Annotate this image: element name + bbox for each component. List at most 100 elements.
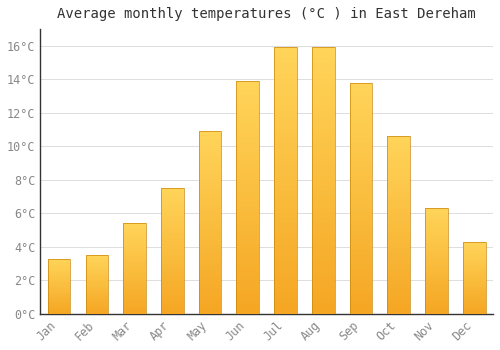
Bar xyxy=(274,261,297,266)
Bar xyxy=(463,292,485,294)
Bar xyxy=(48,271,70,272)
Bar xyxy=(350,87,372,92)
Bar xyxy=(199,223,222,226)
Bar xyxy=(124,236,146,238)
Bar xyxy=(236,193,259,197)
Bar xyxy=(274,106,297,111)
Bar xyxy=(86,265,108,266)
Bar xyxy=(274,266,297,271)
Bar xyxy=(199,193,222,197)
Bar xyxy=(48,273,70,274)
Bar xyxy=(124,299,146,301)
Bar xyxy=(274,282,297,287)
Bar xyxy=(350,115,372,120)
Bar xyxy=(86,298,108,299)
Bar xyxy=(161,226,184,229)
Bar xyxy=(274,96,297,101)
Bar xyxy=(199,182,222,186)
Bar xyxy=(463,245,485,246)
Bar xyxy=(388,286,410,289)
Bar xyxy=(350,138,372,143)
Bar xyxy=(199,153,222,157)
Bar xyxy=(48,287,70,288)
Bar xyxy=(425,312,448,314)
Bar xyxy=(199,197,222,201)
Bar xyxy=(274,255,297,261)
Bar xyxy=(48,308,70,309)
Bar xyxy=(161,193,184,196)
Bar xyxy=(425,215,448,217)
Bar xyxy=(86,301,108,302)
Bar xyxy=(48,305,70,306)
Bar xyxy=(161,306,184,309)
Bar xyxy=(388,225,410,229)
Bar xyxy=(236,165,259,169)
Bar xyxy=(199,208,222,212)
Bar xyxy=(199,274,222,277)
Bar xyxy=(312,48,334,314)
Bar xyxy=(236,132,259,137)
Bar xyxy=(124,238,146,240)
Bar xyxy=(274,293,297,298)
Bar xyxy=(425,310,448,312)
Bar xyxy=(236,202,259,207)
Bar xyxy=(199,172,222,175)
Bar xyxy=(199,259,222,263)
Bar xyxy=(48,301,70,302)
Bar xyxy=(236,272,259,276)
Bar xyxy=(425,238,448,240)
Bar xyxy=(350,272,372,277)
Bar xyxy=(161,214,184,216)
Bar xyxy=(236,253,259,258)
Bar xyxy=(425,261,448,263)
Bar xyxy=(86,258,108,259)
Bar xyxy=(425,228,448,230)
Bar xyxy=(199,179,222,182)
Bar xyxy=(312,239,334,245)
Bar xyxy=(274,48,297,53)
Bar xyxy=(199,292,222,296)
Bar xyxy=(312,63,334,69)
Bar xyxy=(388,147,410,150)
Bar xyxy=(425,234,448,236)
Bar xyxy=(425,303,448,306)
Bar xyxy=(48,261,70,262)
Bar xyxy=(350,198,372,203)
Bar xyxy=(86,271,108,272)
Bar xyxy=(86,279,108,280)
Bar xyxy=(274,85,297,90)
Bar xyxy=(425,293,448,295)
Bar xyxy=(312,122,334,127)
Bar xyxy=(425,299,448,301)
Bar xyxy=(350,101,372,106)
Bar xyxy=(274,159,297,165)
Bar xyxy=(312,255,334,261)
Bar xyxy=(350,277,372,281)
Bar xyxy=(86,295,108,296)
Bar xyxy=(124,261,146,263)
Bar xyxy=(425,278,448,280)
Bar xyxy=(274,181,297,186)
Bar xyxy=(463,246,485,247)
Bar xyxy=(274,207,297,213)
Bar xyxy=(425,240,448,242)
Bar xyxy=(425,263,448,265)
Bar xyxy=(350,304,372,309)
Bar xyxy=(312,303,334,309)
Bar xyxy=(425,242,448,244)
Bar xyxy=(350,249,372,254)
Bar xyxy=(86,293,108,294)
Bar xyxy=(161,191,184,193)
Bar xyxy=(236,281,259,286)
Bar xyxy=(312,261,334,266)
Bar xyxy=(86,255,108,314)
Bar xyxy=(312,170,334,175)
Bar xyxy=(388,165,410,168)
Bar xyxy=(388,293,410,296)
Bar xyxy=(350,166,372,170)
Bar xyxy=(425,221,448,223)
Bar xyxy=(199,237,222,241)
Bar xyxy=(236,197,259,202)
Bar xyxy=(86,269,108,271)
Bar xyxy=(199,157,222,161)
